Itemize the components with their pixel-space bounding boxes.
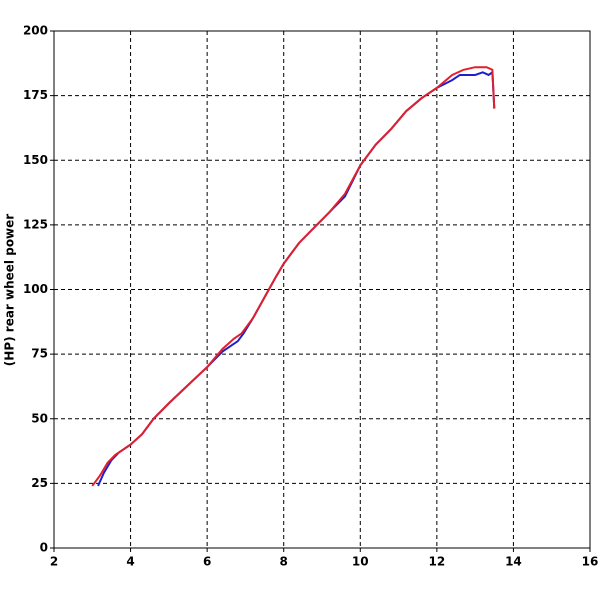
- x-tick-label: 14: [505, 555, 522, 569]
- y-tick-label: 100: [23, 282, 48, 296]
- x-tick-label: 6: [203, 555, 211, 569]
- x-tick-label: 8: [280, 555, 288, 569]
- x-tick-label: 10: [352, 555, 369, 569]
- y-tick-label: 200: [23, 24, 48, 38]
- y-tick-label: 175: [23, 88, 48, 102]
- x-tick-label: 16: [582, 555, 599, 569]
- y-tick-label: 25: [31, 476, 48, 490]
- y-tick-label: 125: [23, 217, 48, 231]
- x-tick-label: 4: [126, 555, 134, 569]
- y-tick-label: 50: [31, 411, 48, 425]
- y-tick-label: 0: [40, 541, 48, 555]
- line: [91, 66, 496, 487]
- x-tick-label: 12: [429, 555, 446, 569]
- y-tick-label: 75: [31, 347, 48, 361]
- y-tick-label: 150: [23, 153, 48, 167]
- x-tick-label: 2: [50, 555, 58, 569]
- y-axis-label: (HP) rear wheel power: [3, 214, 17, 366]
